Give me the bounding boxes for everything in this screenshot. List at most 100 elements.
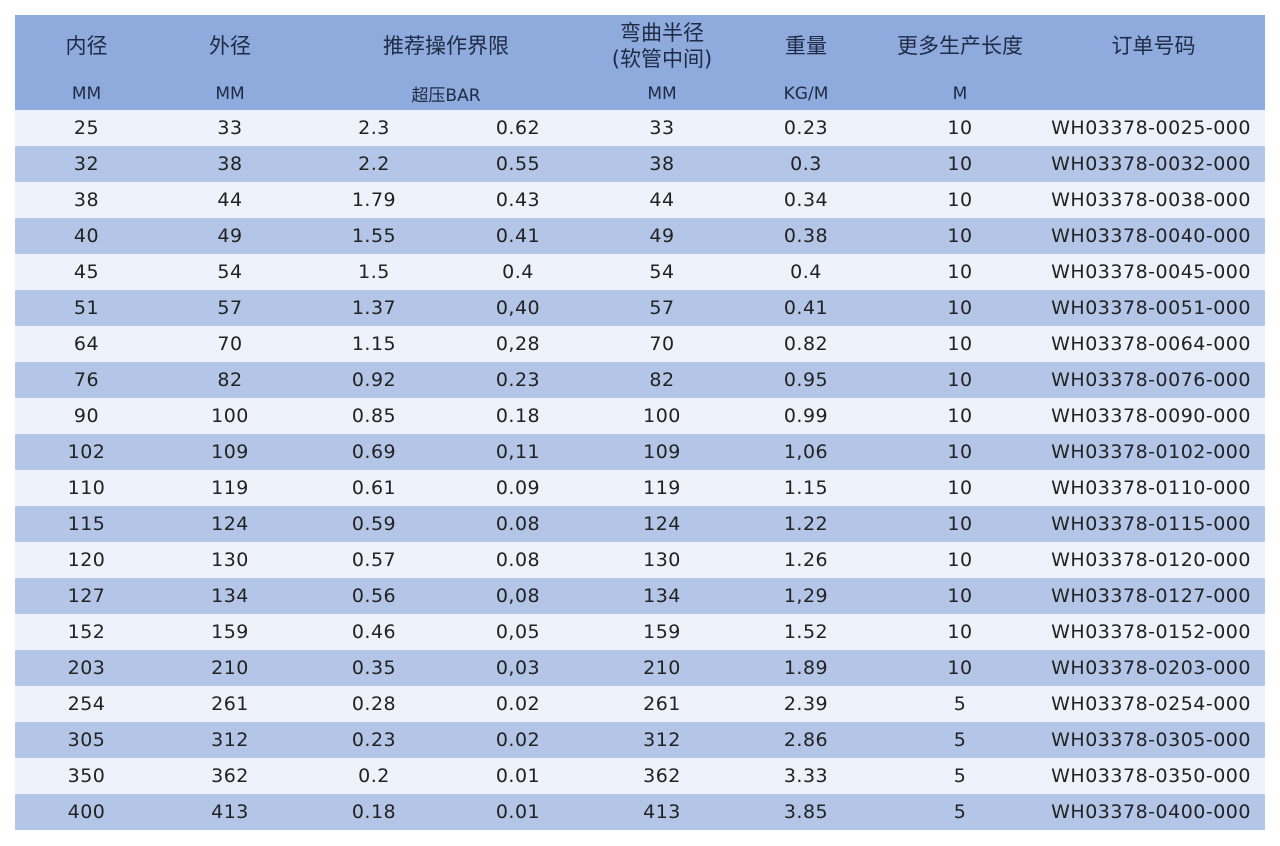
data-cell: 119	[158, 470, 302, 506]
data-cell: 70	[158, 326, 302, 362]
unit-cell: MM	[15, 77, 158, 110]
table-row: 305 312 0.23 0.02 312 2.86 5 WH03378-0305-000	[15, 722, 1265, 758]
order-code: WH03378-0400-000	[1042, 794, 1265, 830]
order-code: WH03378-0120-000	[1042, 542, 1265, 578]
order-code: WH03378-0038-000	[1042, 182, 1265, 218]
data-cell: 0.01	[446, 758, 590, 794]
order-code: WH03378-0045-000	[1042, 254, 1265, 290]
data-cell: 10	[878, 254, 1042, 290]
data-cell: 33	[590, 110, 734, 146]
data-cell: 0.57	[302, 542, 446, 578]
data-cell: 45	[15, 254, 158, 290]
data-cell: 0.3	[734, 146, 878, 182]
data-cell: 10	[878, 290, 1042, 326]
data-cell: 159	[590, 614, 734, 650]
data-cell: 0,03	[446, 650, 590, 686]
data-cell: 0,05	[446, 614, 590, 650]
data-cell: 0.55	[446, 146, 590, 182]
data-cell: 3.33	[734, 758, 878, 794]
data-cell: 70	[590, 326, 734, 362]
data-cell: 0.82	[734, 326, 878, 362]
table-row: 40 49 1.55 0.41 49 0.38 10 WH03378-0040-000	[15, 218, 1265, 254]
data-cell: 127	[15, 578, 158, 614]
unit-cell: MM	[590, 77, 734, 110]
data-cell: 10	[878, 578, 1042, 614]
header-cell: 订单号码	[1042, 15, 1265, 77]
header-cell: 重量	[734, 15, 878, 77]
data-cell: 152	[15, 614, 158, 650]
data-cell: 10	[878, 434, 1042, 470]
unit-cell: M	[878, 77, 1042, 110]
unit-cell: MM	[158, 77, 302, 110]
table-row: 51 57 1.37 0,40 57 0.41 10 WH03378-0051-000	[15, 290, 1265, 326]
data-cell: 10	[878, 506, 1042, 542]
table-row: 90 100 0.85 0.18 100 0.99 10 WH03378-0090-000	[15, 398, 1265, 434]
data-cell: 124	[590, 506, 734, 542]
spec-table: 内径 外径 推荐操作界限 弯曲半径 (软管中间) 重量 更多生产长度 订单号码 …	[15, 15, 1265, 830]
data-cell: 1.37	[302, 290, 446, 326]
data-cell: 1.15	[734, 470, 878, 506]
data-cell: 1.15	[302, 326, 446, 362]
data-cell: 362	[158, 758, 302, 794]
data-cell: 2.2	[302, 146, 446, 182]
data-cell: 413	[158, 794, 302, 830]
data-cell: 1.22	[734, 506, 878, 542]
data-cell: 0.2	[302, 758, 446, 794]
data-cell: 0.92	[302, 362, 446, 398]
data-cell: 57	[158, 290, 302, 326]
data-cell: 120	[15, 542, 158, 578]
header-cell: 推荐操作界限	[302, 15, 590, 77]
data-cell: 10	[878, 326, 1042, 362]
data-cell: 0.4	[734, 254, 878, 290]
header-cell: 更多生产长度	[878, 15, 1042, 77]
data-cell: 130	[590, 542, 734, 578]
order-code: WH03378-0051-000	[1042, 290, 1265, 326]
data-cell: 0.28	[302, 686, 446, 722]
data-cell: 44	[158, 182, 302, 218]
data-cell: 25	[15, 110, 158, 146]
data-cell: 0,40	[446, 290, 590, 326]
data-cell: 0.02	[446, 722, 590, 758]
data-cell: 0.08	[446, 506, 590, 542]
data-cell: 76	[15, 362, 158, 398]
data-cell: 100	[590, 398, 734, 434]
data-cell: 0.99	[734, 398, 878, 434]
data-cell: 119	[590, 470, 734, 506]
data-cell: 1,29	[734, 578, 878, 614]
table-row: 76 82 0.92 0.23 82 0.95 10 WH03378-0076-000	[15, 362, 1265, 398]
data-cell: 110	[15, 470, 158, 506]
table-body: 25 33 2.3 0.62 33 0.23 10 WH03378-0025-000 32 38 2…	[15, 110, 1265, 830]
data-cell: 0.85	[302, 398, 446, 434]
data-cell: 0.23	[734, 110, 878, 146]
data-cell: 109	[590, 434, 734, 470]
data-cell: 0.01	[446, 794, 590, 830]
data-cell: 203	[15, 650, 158, 686]
data-cell: 261	[158, 686, 302, 722]
data-cell: 82	[590, 362, 734, 398]
data-cell: 0.46	[302, 614, 446, 650]
order-code: WH03378-0305-000	[1042, 722, 1265, 758]
data-cell: 0,08	[446, 578, 590, 614]
data-cell: 10	[878, 542, 1042, 578]
data-cell: 350	[15, 758, 158, 794]
data-cell: 0.56	[302, 578, 446, 614]
data-cell: 109	[158, 434, 302, 470]
data-cell: 1.89	[734, 650, 878, 686]
data-cell: 0.18	[446, 398, 590, 434]
data-cell: 1.26	[734, 542, 878, 578]
data-cell: 5	[878, 794, 1042, 830]
data-cell: 0.41	[446, 218, 590, 254]
data-cell: 400	[15, 794, 158, 830]
order-code: WH03378-0102-000	[1042, 434, 1265, 470]
data-cell: 1.52	[734, 614, 878, 650]
data-cell: 102	[15, 434, 158, 470]
data-cell: 0.4	[446, 254, 590, 290]
data-cell: 82	[158, 362, 302, 398]
table-row: 127 134 0.56 0,08 134 1,29 10 WH03378-0127-000	[15, 578, 1265, 614]
data-cell: 261	[590, 686, 734, 722]
order-code: WH03378-0090-000	[1042, 398, 1265, 434]
data-cell: 1,06	[734, 434, 878, 470]
data-cell: 100	[158, 398, 302, 434]
order-code: WH03378-0115-000	[1042, 506, 1265, 542]
data-cell: 124	[158, 506, 302, 542]
